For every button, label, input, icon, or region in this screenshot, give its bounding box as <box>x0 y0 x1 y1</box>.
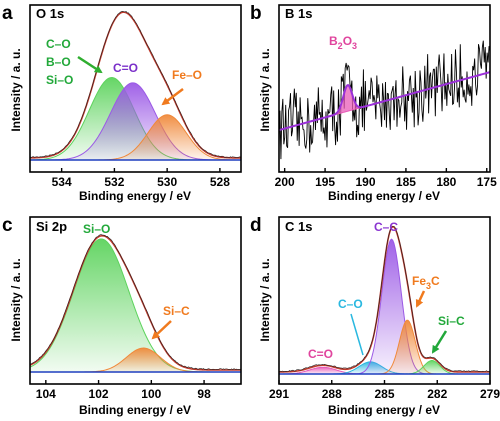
x-tick-label: 528 <box>210 175 230 189</box>
x-tick-label: 104 <box>36 387 56 401</box>
panel-b-plot-area <box>278 40 491 160</box>
x-tick-label: 288 <box>322 387 342 401</box>
panel-d-c1s: d C 1s C–C Fe3C C–O C=O Si–C 291 288 285 28… <box>250 215 500 417</box>
panel-b-x-ticks: 200 195 190 185 180 175 <box>275 168 497 189</box>
fitted-envelope <box>29 11 242 159</box>
annotation-c-double-o-label: C=O <box>113 61 138 75</box>
c-o-leader-line <box>350 313 364 356</box>
annotation-fe3c-label: Fe3C <box>412 274 440 291</box>
raw-spectrum <box>29 10 242 159</box>
panel-b-b1s: b B 1s B2O3 200 195 190 185 180 175 Binding e… <box>250 3 497 203</box>
panel-c-frame <box>29 216 242 385</box>
x-tick-label: 185 <box>396 175 416 189</box>
panel-b-title: B 1s <box>285 6 312 21</box>
panel-c-x-axis-title: Binding energy / eV <box>79 403 191 417</box>
x-tick-label: 195 <box>315 175 335 189</box>
annotation-c-double-o-label: C=O <box>308 347 333 361</box>
panel-a-title: O 1s <box>36 6 64 21</box>
panel-c-si2p: c Si 2p Si–O Si–C 104 102 100 98 Binding en… <box>2 215 242 417</box>
panel-d-x-axis-title: Binding energy / eV <box>328 403 440 417</box>
raw-spectrum <box>278 226 491 372</box>
raw-spectrum <box>278 40 491 160</box>
arrow-to-si-c-peak <box>151 320 172 340</box>
annotation-si-c-label: Si–C <box>163 304 190 318</box>
x-tick-label: 190 <box>355 175 375 189</box>
panel-c-y-axis-title: Intensity / a. u. <box>9 258 23 341</box>
annotation-b2o3-label: B2O3 <box>329 34 357 51</box>
panel-c-x-ticks: 104 102 100 98 <box>36 380 211 401</box>
panel-b-y-axis-title: Intensity / a. u. <box>258 48 272 131</box>
annotation-si-c-label: Si–C <box>438 314 465 328</box>
panel-c-plot-area <box>29 234 242 373</box>
panel-d-title: C 1s <box>285 219 312 234</box>
arrow-to-fe-o-peak <box>161 88 184 106</box>
annotation-c-o-label: C–O <box>338 297 363 311</box>
annotation-si-o-label: Si–O <box>83 222 110 236</box>
arrow-to-si-c-peak <box>431 330 448 354</box>
annotation-si-o-label: Si–O <box>46 73 73 87</box>
panel-a-plot-area <box>29 10 242 161</box>
x-tick-label: 291 <box>269 387 289 401</box>
arrow-to-fe3c-peak <box>415 290 426 308</box>
x-tick-label: 285 <box>374 387 394 401</box>
panel-a-y-axis-title: Intensity / a. u. <box>9 48 23 131</box>
panel-b-frame <box>278 4 491 173</box>
panel-a-frame <box>29 4 242 173</box>
panel-a-o1s: a O 1s C–O B–O Si–O C=O Fe–O 534 532 530 52… <box>2 3 242 203</box>
panel-a-x-ticks: 534 532 530 528 <box>52 168 230 189</box>
annotation-c-c-label: C–C <box>374 220 398 234</box>
x-tick-label: 100 <box>141 387 161 401</box>
x-tick-label: 279 <box>480 387 500 401</box>
panel-a-x-axis-title: Binding energy / eV <box>79 189 191 203</box>
x-tick-label: 282 <box>427 387 447 401</box>
panel-d-plot-area <box>278 225 491 375</box>
x-tick-label: 175 <box>477 175 497 189</box>
x-tick-label: 532 <box>104 175 124 189</box>
annotation-c-o-label: C–O <box>46 37 71 51</box>
x-tick-label: 530 <box>157 175 177 189</box>
x-tick-label: 98 <box>197 387 211 401</box>
fitted-baseline <box>278 71 491 132</box>
x-tick-label: 180 <box>436 175 456 189</box>
panel-d-x-ticks: 291 288 285 282 279 <box>269 380 500 401</box>
panel-a-letter: a <box>2 3 13 24</box>
panel-d-letter: d <box>250 215 262 236</box>
annotation-b-o-label: B–O <box>46 55 71 69</box>
x-tick-label: 534 <box>52 175 72 189</box>
panel-c-title: Si 2p <box>36 219 67 234</box>
arrow-to-c-o-peak <box>77 55 103 74</box>
annotation-fe-o-label: Fe–O <box>172 68 202 82</box>
x-tick-label: 200 <box>275 175 295 189</box>
panel-b-x-axis-title: Binding energy / eV <box>328 189 440 203</box>
panel-d-y-axis-title: Intensity / a. u. <box>258 258 272 341</box>
panel-c-letter: c <box>2 215 13 236</box>
panel-b-letter: b <box>250 3 262 24</box>
x-tick-label: 102 <box>89 387 109 401</box>
raw-spectrum <box>29 234 242 371</box>
